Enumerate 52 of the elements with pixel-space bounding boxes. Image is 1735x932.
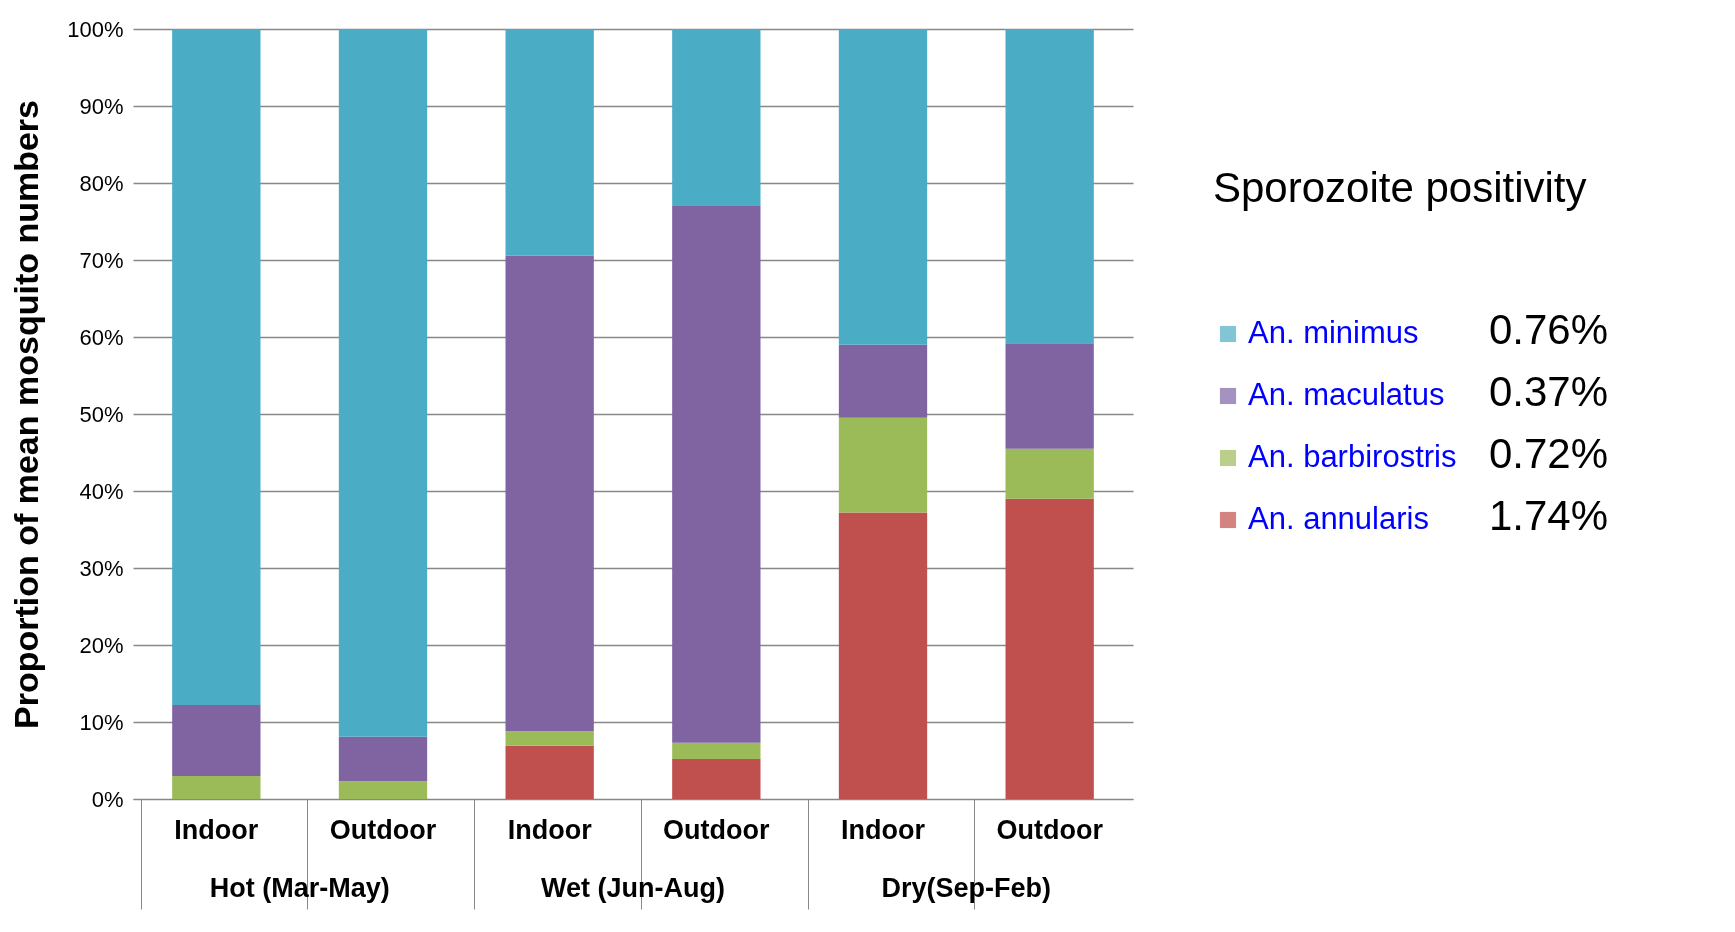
- y-axis-title: Proportion of mean mosquito numbers: [7, 99, 46, 730]
- x-tick-label: Outdoor: [329, 814, 437, 845]
- x-tick-label: Outdoor: [663, 814, 771, 845]
- bar: [672, 742, 761, 759]
- x-tick-label: Indoor: [507, 814, 593, 845]
- text: 1.74%: [1488, 492, 1608, 539]
- bar: [838, 417, 928, 513]
- bar: [1005, 29, 1094, 344]
- bar: [672, 758, 761, 799]
- text: 0.72%: [1488, 430, 1608, 477]
- bar: [1005, 498, 1094, 799]
- bar: [1005, 343, 1094, 449]
- legend-label: An. minimus: [1248, 315, 1419, 350]
- legend-label: An. barbirostris: [1248, 439, 1457, 474]
- legend-title: Sporozoite positivity: [1213, 164, 1587, 211]
- y-tick-label: 100%: [67, 16, 124, 42]
- bar: [338, 781, 428, 799]
- x-tick-label: Indoor: [841, 814, 926, 845]
- bar: [172, 705, 261, 776]
- x-tick-label: Indoor: [174, 814, 259, 845]
- text: 0.37%: [1488, 368, 1608, 415]
- text: Wet (Jun-Aug): [541, 873, 725, 903]
- y-tick-label: 20%: [79, 632, 124, 658]
- bar: [505, 745, 594, 799]
- y-tick-label: 10%: [79, 709, 124, 735]
- y-tick-label: 60%: [79, 324, 124, 350]
- bar: [838, 344, 928, 418]
- y-tick-label: 40%: [79, 478, 124, 504]
- x-tick-label: Outdoor: [996, 814, 1104, 845]
- bar: [838, 29, 928, 345]
- bar: [838, 512, 928, 799]
- legend-label: An. maculatus: [1248, 377, 1445, 412]
- bar: [338, 29, 428, 737]
- bar: [672, 205, 761, 743]
- y-tick-label: 80%: [79, 170, 124, 196]
- bar: [505, 255, 594, 732]
- legend-label: An. annularis: [1248, 501, 1429, 536]
- y-tick-label: 50%: [79, 401, 124, 427]
- bar: [338, 736, 428, 782]
- bar: [672, 29, 761, 206]
- bar: [1005, 448, 1094, 499]
- text: Dry(Sep-Feb): [881, 873, 1052, 903]
- text: Hot (Mar-May): [209, 873, 390, 903]
- y-tick-label: 70%: [79, 247, 124, 273]
- bar: [172, 29, 261, 706]
- y-tick-label: 30%: [79, 555, 124, 581]
- y-tick-label: 90%: [79, 93, 124, 119]
- bar: [172, 775, 261, 799]
- text: 0.76%: [1488, 306, 1608, 353]
- bar: [505, 731, 594, 746]
- y-tick-label: 0%: [91, 786, 124, 812]
- bar: [505, 29, 594, 256]
